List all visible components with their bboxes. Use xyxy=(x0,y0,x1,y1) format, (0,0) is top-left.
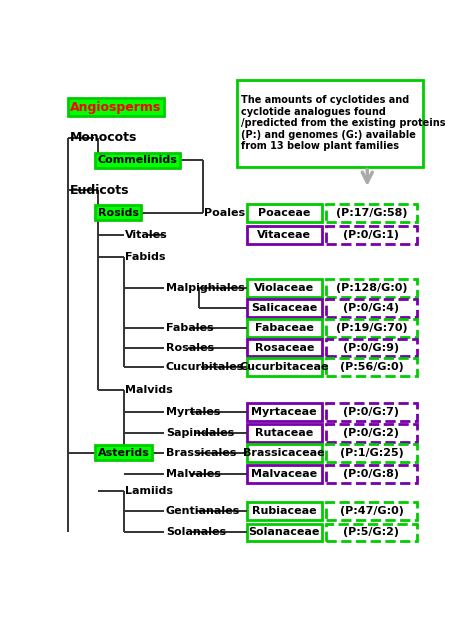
Text: Brassicaceae: Brassicaceae xyxy=(244,448,325,458)
FancyBboxPatch shape xyxy=(246,359,322,376)
Text: (P:0/G:4): (P:0/G:4) xyxy=(344,303,400,313)
Text: Vitales: Vitales xyxy=(125,230,168,240)
Text: Poales: Poales xyxy=(204,207,246,218)
FancyBboxPatch shape xyxy=(246,465,322,483)
Text: Rosales: Rosales xyxy=(166,343,214,352)
FancyBboxPatch shape xyxy=(326,279,418,297)
Text: Lamiids: Lamiids xyxy=(125,486,173,497)
Text: Poaceae: Poaceae xyxy=(258,207,310,218)
FancyBboxPatch shape xyxy=(326,299,418,317)
Text: Gentianales: Gentianales xyxy=(166,506,240,516)
FancyBboxPatch shape xyxy=(326,319,418,337)
FancyBboxPatch shape xyxy=(326,502,418,520)
Text: Myrtales: Myrtales xyxy=(166,407,220,417)
FancyBboxPatch shape xyxy=(326,204,418,222)
Text: (P:0/G:1): (P:0/G:1) xyxy=(344,230,400,240)
Text: (P:17/G:58): (P:17/G:58) xyxy=(336,207,407,218)
Text: (P:0/G:7): (P:0/G:7) xyxy=(344,407,400,417)
Text: Salicaceae: Salicaceae xyxy=(251,303,318,313)
Text: (P:128/G:0): (P:128/G:0) xyxy=(336,283,407,293)
Text: Malvales: Malvales xyxy=(166,469,221,479)
Text: Rosids: Rosids xyxy=(98,207,139,218)
FancyBboxPatch shape xyxy=(326,226,418,244)
Text: Fabaceae: Fabaceae xyxy=(255,323,314,333)
Text: Rosaceae: Rosaceae xyxy=(255,343,314,352)
Text: Rubiaceae: Rubiaceae xyxy=(252,506,317,516)
FancyBboxPatch shape xyxy=(246,204,322,222)
Text: (P:0/G:2): (P:0/G:2) xyxy=(344,428,400,438)
Text: Vitaceae: Vitaceae xyxy=(257,230,311,240)
FancyBboxPatch shape xyxy=(246,339,322,357)
FancyBboxPatch shape xyxy=(326,403,418,421)
FancyBboxPatch shape xyxy=(246,299,322,317)
Text: Monocots: Monocots xyxy=(70,131,137,144)
FancyBboxPatch shape xyxy=(246,226,322,244)
FancyBboxPatch shape xyxy=(246,424,322,442)
Text: The amounts of cyclotides and
cyclotide analogues found
/predicted from the exis: The amounts of cyclotides and cyclotide … xyxy=(241,95,446,151)
Text: Asterids: Asterids xyxy=(98,448,150,458)
Text: Fabids: Fabids xyxy=(125,252,166,262)
FancyBboxPatch shape xyxy=(326,339,418,357)
Text: Rutaceae: Rutaceae xyxy=(255,428,313,438)
Text: Violaceae: Violaceae xyxy=(254,283,314,293)
Text: Malvaceae: Malvaceae xyxy=(251,469,317,479)
Text: Angiosperms: Angiosperms xyxy=(70,100,162,113)
Text: Fabales: Fabales xyxy=(166,323,213,333)
FancyBboxPatch shape xyxy=(326,524,418,542)
FancyBboxPatch shape xyxy=(246,279,322,297)
Text: Solanaceae: Solanaceae xyxy=(248,527,320,538)
Text: Commelinids: Commelinids xyxy=(98,155,178,165)
Text: Brassicales: Brassicales xyxy=(166,448,236,458)
Text: Myrtaceae: Myrtaceae xyxy=(251,407,317,417)
FancyBboxPatch shape xyxy=(246,403,322,421)
Text: Cucurbitales: Cucurbitales xyxy=(166,363,244,372)
Text: (P:0/G:9): (P:0/G:9) xyxy=(344,343,400,352)
FancyBboxPatch shape xyxy=(246,502,322,520)
Text: Malvids: Malvids xyxy=(125,384,173,395)
Text: (P:5/G:2): (P:5/G:2) xyxy=(344,527,400,538)
FancyBboxPatch shape xyxy=(237,80,423,167)
FancyBboxPatch shape xyxy=(246,524,322,542)
FancyBboxPatch shape xyxy=(326,465,418,483)
FancyBboxPatch shape xyxy=(246,319,322,337)
Text: (P:19/G:70): (P:19/G:70) xyxy=(336,323,407,333)
Text: (P:0/G:8): (P:0/G:8) xyxy=(344,469,400,479)
FancyBboxPatch shape xyxy=(326,359,418,376)
FancyBboxPatch shape xyxy=(246,444,322,462)
FancyBboxPatch shape xyxy=(326,424,418,442)
Text: Sapindales: Sapindales xyxy=(166,428,234,438)
FancyBboxPatch shape xyxy=(326,444,418,462)
Text: Eudicots: Eudicots xyxy=(70,184,130,197)
Text: Malpighiales: Malpighiales xyxy=(166,283,245,293)
Text: (P:47/G:0): (P:47/G:0) xyxy=(339,506,403,516)
Text: (P:1/G:25): (P:1/G:25) xyxy=(340,448,403,458)
Text: Cucurbitaceae: Cucurbitaceae xyxy=(239,363,329,372)
Text: Solanales: Solanales xyxy=(166,527,226,538)
Text: (P:56/G:0): (P:56/G:0) xyxy=(340,363,403,372)
